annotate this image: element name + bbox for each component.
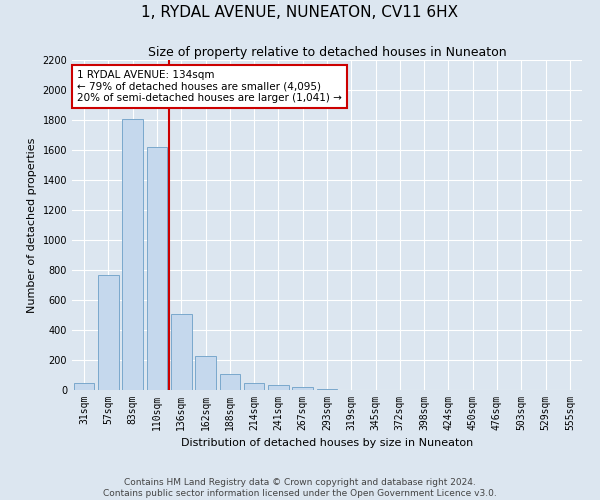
Text: 1 RYDAL AVENUE: 134sqm
← 79% of detached houses are smaller (4,095)
20% of semi-: 1 RYDAL AVENUE: 134sqm ← 79% of detached…: [77, 70, 342, 103]
Bar: [292, 387, 313, 390]
X-axis label: Distribution of detached houses by size in Nuneaton: Distribution of detached houses by size …: [181, 438, 473, 448]
Bar: [268, 385, 289, 390]
Bar: [244, 382, 265, 390]
Bar: [122, 118, 143, 390]
Bar: [98, 274, 119, 390]
Title: Size of property relative to detached houses in Nuneaton: Size of property relative to detached ho…: [148, 46, 506, 59]
Bar: [146, 147, 167, 390]
Bar: [220, 374, 240, 390]
Bar: [317, 389, 337, 390]
Bar: [171, 314, 191, 390]
Y-axis label: Number of detached properties: Number of detached properties: [27, 138, 37, 312]
Text: Contains HM Land Registry data © Crown copyright and database right 2024.
Contai: Contains HM Land Registry data © Crown c…: [103, 478, 497, 498]
Bar: [195, 356, 216, 390]
Text: 1, RYDAL AVENUE, NUNEATON, CV11 6HX: 1, RYDAL AVENUE, NUNEATON, CV11 6HX: [142, 5, 458, 20]
Bar: [74, 382, 94, 390]
